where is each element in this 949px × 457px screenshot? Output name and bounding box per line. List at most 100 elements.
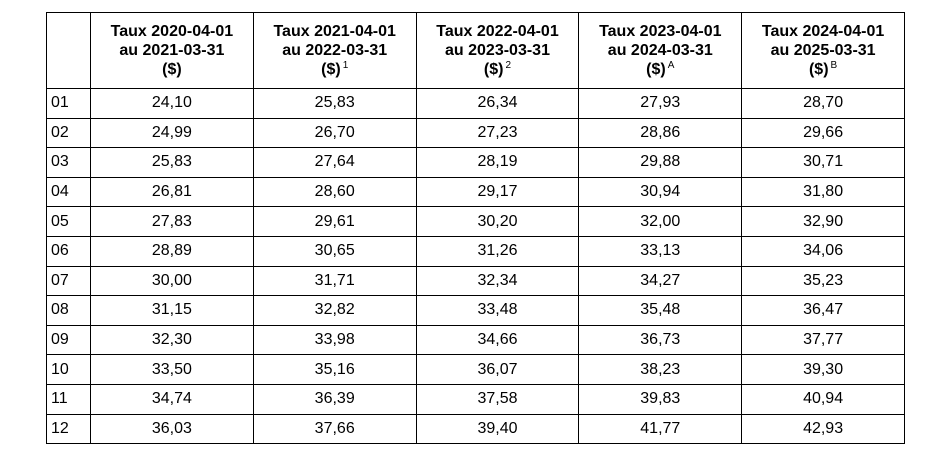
level-cell: 01 <box>46 88 91 119</box>
footnote-ref: 2 <box>505 60 512 71</box>
rate-cell: 37,58 <box>415 383 580 415</box>
rate-cell: 34,06 <box>741 235 905 267</box>
rate-cell: 33,50 <box>90 354 254 385</box>
rate-cell: 29,88 <box>578 147 743 178</box>
header-cell: Taux 2022-04-01 au 2023-03-31 ($) 2 <box>415 12 580 89</box>
header-line: ($) <box>162 61 182 78</box>
rate-cell: 33,98 <box>252 324 417 356</box>
rate-cell: 36,07 <box>415 354 580 385</box>
level-cell: 03 <box>46 147 91 178</box>
footnote-ref: B <box>830 60 838 71</box>
header-cell: Taux 2023-04-01 au 2024-03-31 ($) A <box>578 12 743 89</box>
header-line: ($) <box>483 61 504 78</box>
level-cell: 09 <box>46 324 91 356</box>
header-line: Taux 2021-04-01 <box>273 23 396 40</box>
header-line: au 2023-03-31 <box>445 42 550 59</box>
table-row: 08 31,15 32,82 33,48 35,48 36,47 <box>46 295 905 326</box>
rate-cell: 25,83 <box>90 147 254 178</box>
rate-cell: 42,93 <box>741 413 905 445</box>
level-cell: 10 <box>46 354 91 385</box>
header-row: Taux 2020-04-01 au 2021-03-31 ($) Taux 2021… <box>46 12 905 89</box>
level-cell: 08 <box>46 295 91 326</box>
table-row: 06 28,89 30,65 31,26 33,13 34,06 <box>46 235 905 267</box>
rate-cell: 39,30 <box>741 354 905 385</box>
rate-cell: 36,47 <box>741 295 905 326</box>
footnote-ref: 1 <box>342 60 349 71</box>
rate-cell: 30,00 <box>90 265 254 297</box>
rate-cell: 26,34 <box>415 88 580 119</box>
table-row: 10 33,50 35,16 36,07 38,23 39,30 <box>46 354 905 385</box>
header-line: Taux 2020-04-01 <box>110 23 234 40</box>
header-line: ($) <box>646 61 666 78</box>
rate-cell: 24,99 <box>90 117 254 149</box>
table-row: 09 32,30 33,98 34,66 36,73 37,77 <box>46 324 905 356</box>
table-row: 07 30,00 31,71 32,34 34,27 35,23 <box>46 265 905 297</box>
table-row: 01 24,10 25,83 26,34 27,93 28,70 <box>46 88 905 119</box>
rate-cell: 28,70 <box>741 88 905 119</box>
table-row: 03 25,83 27,64 28,19 29,88 30,71 <box>46 147 905 178</box>
rate-cell: 28,89 <box>90 235 254 267</box>
rate-cell: 28,60 <box>252 176 417 208</box>
rate-cell: 37,77 <box>741 324 905 356</box>
level-cell: 06 <box>46 235 91 267</box>
rate-cell: 36,73 <box>578 324 743 356</box>
header-line: au 2021-03-31 <box>119 42 225 59</box>
rate-cell: 28,86 <box>578 117 743 149</box>
rate-cell: 35,48 <box>578 295 743 326</box>
table-row: 12 36,03 37,66 39,40 41,77 42,93 <box>46 413 905 445</box>
rate-cell: 26,81 <box>90 176 254 208</box>
rate-cell: 32,34 <box>415 265 580 297</box>
rate-cell: 35,16 <box>252 354 417 385</box>
table-row: 04 26,81 28,60 29,17 30,94 31,80 <box>46 176 905 208</box>
header-line: ($) <box>808 61 829 78</box>
rate-cell: 34,27 <box>578 265 743 297</box>
rate-cell: 32,00 <box>578 206 743 237</box>
header-line: Taux 2023-04-01 <box>599 23 722 40</box>
rate-cell: 27,64 <box>252 147 417 178</box>
rate-cell: 31,26 <box>415 235 580 267</box>
rate-cell: 32,82 <box>252 295 417 326</box>
level-cell: 05 <box>46 206 91 237</box>
level-cell: 07 <box>46 265 91 297</box>
rate-cell: 40,94 <box>741 383 905 415</box>
header-cell: Taux 2021-04-01 au 2022-03-31 ($) 1 <box>252 12 417 89</box>
level-cell: 12 <box>46 413 91 445</box>
rate-cell: 38,23 <box>578 354 743 385</box>
rate-cell: 34,74 <box>90 383 254 415</box>
footnote-ref: A <box>667 60 675 71</box>
header-line: au 2022-03-31 <box>282 42 388 59</box>
rate-cell: 32,90 <box>741 206 905 237</box>
rate-cell: 27,23 <box>415 117 580 149</box>
rate-cell: 36,39 <box>252 383 417 415</box>
table-body: 01 24,10 25,83 26,34 27,93 28,70 02 24,99 26,70 2… <box>46 88 905 445</box>
rate-cell: 29,61 <box>252 206 417 237</box>
rate-cell: 36,03 <box>90 413 254 445</box>
rate-cell: 37,66 <box>252 413 417 445</box>
rate-cell: 41,77 <box>578 413 743 445</box>
rate-cell: 30,65 <box>252 235 417 267</box>
header-line: au 2025-03-31 <box>770 42 876 59</box>
rate-cell: 30,71 <box>741 147 905 178</box>
rate-cell: 39,40 <box>415 413 580 445</box>
rate-cell: 39,83 <box>578 383 743 415</box>
rate-table: Taux 2020-04-01 au 2021-03-31 ($) Taux 2021… <box>46 12 905 445</box>
rate-cell: 31,71 <box>252 265 417 297</box>
rate-cell: 29,66 <box>741 117 905 149</box>
table-row: 05 27,83 29,61 30,20 32,00 32,90 <box>46 206 905 237</box>
rate-cell: 26,70 <box>252 117 417 149</box>
rate-cell: 27,93 <box>578 88 743 119</box>
header-line: ($) <box>321 61 341 78</box>
rate-cell: 30,94 <box>578 176 743 208</box>
rate-cell: 35,23 <box>741 265 905 297</box>
rate-cell: 24,10 <box>90 88 254 119</box>
rate-cell: 33,13 <box>578 235 743 267</box>
level-cell: 11 <box>46 383 91 415</box>
table-row: 02 24,99 26,70 27,23 28,86 29,66 <box>46 117 905 149</box>
header-cell: Taux 2024-04-01 au 2025-03-31 ($) B <box>741 12 905 89</box>
header-line: Taux 2022-04-01 <box>436 23 559 40</box>
rate-cell: 33,48 <box>415 295 580 326</box>
rate-cell: 25,83 <box>252 88 417 119</box>
header-line: au 2024-03-31 <box>607 42 713 59</box>
rate-cell: 29,17 <box>415 176 580 208</box>
